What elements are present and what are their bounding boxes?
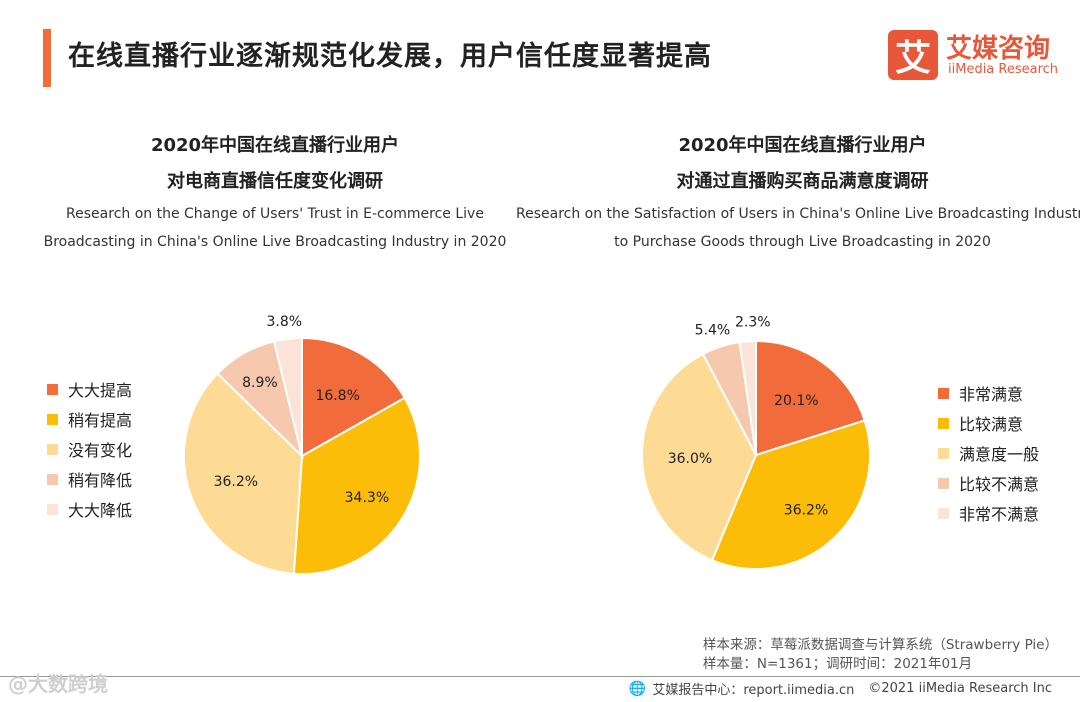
legend-label: 比较满意 xyxy=(959,415,1024,434)
legend-swatch xyxy=(47,503,58,515)
footer-report-center[interactable]: 艾媒报告中心：report.iimedia.cn xyxy=(652,683,855,698)
source-note: 样本来源：草莓派数据调查与计算系统（Strawberry Pie） 样本量：N=… xyxy=(703,636,1058,674)
legend-swatch xyxy=(47,413,58,425)
chart2-legend-item: 非常不满意 xyxy=(938,498,1039,528)
chart1-slice-label: 36.2% xyxy=(214,474,258,490)
chart1-slice xyxy=(272,336,303,457)
chart2-slice-label: 20.1% xyxy=(774,393,818,409)
chart2-title-line1: 2020年中国在线直播行业用户 xyxy=(678,135,927,156)
page-title: 在线直播行业逐渐规范化发展，用户信任度显著提高 xyxy=(68,41,712,72)
chart1-legend-item: 大大降低 xyxy=(47,494,132,524)
footer-divider xyxy=(0,676,1080,677)
chart1-legend-item: 稍有提高 xyxy=(47,404,132,434)
chart2-slice-label: 2.3% xyxy=(735,314,771,330)
chart1-slice xyxy=(183,372,304,575)
legend-label: 非常不满意 xyxy=(959,505,1040,524)
source-line1: 样本来源：草莓派数据调查与计算系统（Strawberry Pie） xyxy=(702,637,1058,653)
legend-swatch xyxy=(47,443,58,455)
legend-swatch xyxy=(938,507,949,519)
legend-swatch xyxy=(938,387,949,399)
chart2-slice xyxy=(738,339,757,456)
legend-label: 稍有降低 xyxy=(68,471,133,490)
legend-label: 满意度一般 xyxy=(959,445,1040,464)
chart1-slice-label: 8.9% xyxy=(242,375,278,391)
chart2-legend-item: 比较满意 xyxy=(938,408,1039,438)
chart2-slice-label: 5.4% xyxy=(695,322,731,338)
legend-label: 稍有提高 xyxy=(68,411,133,430)
chart1-subtitle-line2: Broadcasting in China's Online Live Broa… xyxy=(43,234,507,250)
legend-label: 没有变化 xyxy=(68,441,133,460)
legend-swatch xyxy=(938,477,949,489)
chart2-title-line2: 对通过直播购买商品满意度调研 xyxy=(676,171,929,192)
chart1-slice-label: 3.8% xyxy=(266,314,302,330)
chart2-slice-label: 36.2% xyxy=(784,503,828,519)
footer-copyright: ©2021 iiMedia Research Inc xyxy=(868,681,1052,696)
chart1-title-line2: 对电商直播信任度变化调研 xyxy=(167,171,383,192)
chart1-legend-item: 没有变化 xyxy=(47,434,132,464)
chart2-slice xyxy=(641,352,758,562)
chart1-slice xyxy=(292,396,421,575)
chart2-legend-item: 满意度一般 xyxy=(938,438,1039,468)
footer: 🌐 艾媒报告中心：report.iimedia.cn ©2021 iiMedia… xyxy=(628,679,1052,699)
chart1-slice-label: 34.3% xyxy=(345,490,389,506)
legend-label: 大大降低 xyxy=(68,501,133,520)
chart2-subtitle-line1: Research on the Satisfaction of Users in… xyxy=(516,206,1080,222)
chart2-legend: 非常满意比较满意满意度一般比较不满意非常不满意 xyxy=(938,378,1039,528)
chart1-subtitle-line1: Research on the Change of Users' Trust i… xyxy=(66,206,484,222)
legend-swatch xyxy=(47,383,58,395)
chart1-title-line1: 2020年中国在线直播行业用户 xyxy=(150,135,400,156)
chart1-slice-label: 16.8% xyxy=(315,388,359,404)
globe-icon: 🌐 xyxy=(628,680,647,697)
chart2-legend-item: 比较不满意 xyxy=(938,468,1039,498)
legend-label: 大大提高 xyxy=(68,381,133,400)
watermark: @大数跨境 xyxy=(8,672,108,696)
iimedia-logo: 艾 艾媒咨询 iiMedia Research xyxy=(888,30,1063,82)
chart2-slice xyxy=(755,339,866,457)
legend-swatch xyxy=(47,473,58,485)
title-accent-bar xyxy=(43,29,51,87)
legend-label: 比较不满意 xyxy=(959,475,1040,494)
chart1-legend-item: 大大提高 xyxy=(47,374,132,404)
logo-chinese-text: 艾媒咨询 xyxy=(946,34,1051,64)
legend-label: 非常满意 xyxy=(959,385,1024,404)
logo-english-text: iiMedia Research xyxy=(948,62,1059,77)
legend-swatch xyxy=(938,447,949,459)
logo-mark-icon: 艾 xyxy=(888,30,938,80)
chart1-legend-item: 稍有降低 xyxy=(47,464,132,494)
chart2-slice-label: 36.0% xyxy=(668,451,712,467)
legend-swatch xyxy=(938,417,949,429)
source-line2: 样本量：N=1361；调研时间：2021年01月 xyxy=(702,656,973,672)
chart1-legend: 大大提高稍有提高没有变化稍有降低大大降低 xyxy=(47,374,132,524)
chart2-legend-item: 非常满意 xyxy=(938,378,1039,408)
chart1-slice xyxy=(301,336,407,458)
chart2-subtitle-line2: to Purchase Goods through Live Broadcast… xyxy=(614,234,991,250)
chart2-slice xyxy=(710,419,871,570)
